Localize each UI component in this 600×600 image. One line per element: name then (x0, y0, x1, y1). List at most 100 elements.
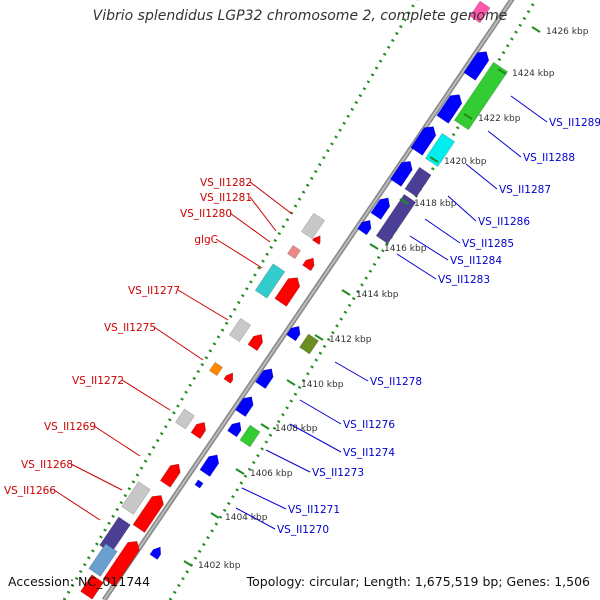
gene-right-6 (404, 166, 432, 198)
tick-mark-4 (286, 379, 296, 386)
map-title: Vibrio splendidus LGP32 chromosome 2, co… (92, 8, 508, 24)
gene-right-10-shape (286, 325, 301, 342)
gene-left-12-shape (159, 463, 181, 488)
leader-left-1 (249, 196, 277, 232)
gene-left-17 (102, 540, 140, 588)
leader-left-0 (249, 181, 293, 215)
gene-right-2 (436, 94, 463, 124)
gene-label-left-1: VS_II1281 (200, 192, 252, 204)
gene-label-left-2: VS_II1280 (180, 208, 232, 220)
topology-summary: Topology: circular; Length: 1,675,519 bp… (246, 574, 590, 589)
gene-right-13 (235, 396, 254, 418)
gene-right-9 (357, 219, 372, 236)
accession-text: Accession: NC_011744 (8, 574, 151, 589)
gene-left-8-shape (209, 361, 223, 377)
gene-right-14-shape (227, 421, 242, 438)
gene-label-left-4: VS_II1277 (128, 285, 180, 297)
gene-label-right-5: VS_II1284 (450, 255, 502, 267)
gene-left-14-shape (132, 495, 164, 533)
gene-label-left-8: VS_II1268 (21, 459, 73, 471)
gene-left-0 (301, 212, 325, 240)
gene-right-2-shape (436, 94, 463, 124)
leader-left-8 (70, 463, 123, 491)
gene-left-2-shape (302, 257, 315, 272)
gene-label-right-1: VS_II1288 (523, 152, 575, 164)
gene-label-right-0: VS_II1289 (549, 117, 600, 129)
gene-right-7-shape (370, 197, 391, 220)
gene-right-0-shape (463, 51, 490, 81)
leader-left-9 (53, 489, 101, 521)
leader-left-6 (121, 379, 171, 411)
gene-right-18-shape (194, 479, 204, 489)
tick-mark-8 (399, 198, 409, 205)
gene-right-17 (149, 546, 162, 560)
gene-label-right-8: VS_II1276 (343, 419, 395, 431)
gene-right-13-shape (235, 396, 254, 418)
gene-right-10 (286, 325, 301, 342)
tick-mark-7 (369, 243, 379, 250)
gene-left-1-shape (287, 244, 301, 260)
gene-left-0-shape (301, 212, 325, 240)
tick-label-6: 1414 kbp (356, 290, 399, 300)
gene-left-1 (287, 244, 301, 260)
gene-left-14 (132, 495, 164, 533)
gene-left-18 (80, 574, 104, 600)
leader-right-10 (265, 449, 311, 473)
gene-left-4-shape (254, 263, 286, 299)
leader-right-7 (334, 361, 369, 382)
gene-left-17-shape (102, 540, 140, 588)
tick-mark-3 (260, 423, 270, 430)
leader-left-4 (177, 289, 229, 321)
tick-mark-5 (314, 334, 324, 341)
gene-left-10 (175, 408, 195, 430)
gene-right-1 (453, 61, 509, 131)
tick-label-12: 1426 kbp (546, 27, 589, 37)
gene-left-3 (312, 235, 321, 245)
gene-right-15 (239, 424, 261, 448)
gene-label-right-7: VS_II1278 (370, 376, 422, 388)
gene-label-right-4: VS_II1285 (462, 238, 514, 250)
gene-left-6-shape (229, 317, 251, 343)
gene-left-5 (274, 277, 301, 307)
gene-right-14 (227, 421, 242, 438)
gene-left-18-shape (80, 574, 104, 600)
gene-right-15-shape (239, 424, 261, 448)
gene-left-19-shape (469, 0, 491, 24)
leader-right-0 (510, 95, 548, 123)
gene-right-9-shape (357, 219, 372, 236)
gene-right-12 (255, 368, 274, 390)
gene-right-8 (375, 193, 417, 245)
gene-right-1-shape (453, 61, 509, 131)
tick-mark-9 (429, 156, 439, 163)
gene-left-10-shape (175, 408, 195, 430)
gene-right-17-shape (149, 546, 162, 560)
tick-label-11: 1424 kbp (512, 69, 555, 79)
gene-right-16 (199, 454, 220, 477)
gene-right-8-shape (375, 193, 417, 245)
gene-right-6-shape (404, 166, 432, 198)
tick-label-8: 1418 kbp (414, 199, 457, 209)
gene-right-11 (299, 333, 319, 355)
leader-right-9 (289, 423, 342, 453)
gene-label-right-12: VS_II1270 (277, 524, 329, 536)
gene-label-left-5: VS_II1275 (104, 322, 156, 334)
gene-left-8 (209, 361, 223, 377)
gene-left-16 (88, 543, 118, 577)
leader-left-3 (215, 238, 263, 269)
tick-mark-11 (497, 68, 507, 75)
leader-left-7 (93, 425, 141, 457)
leader-right-4 (424, 218, 461, 244)
gene-left-13-shape (121, 481, 151, 515)
gene-left-3-shape (312, 235, 321, 245)
gene-left-5-shape (274, 277, 301, 307)
tick-label-9: 1420 kbp (444, 157, 487, 167)
tick-label-10: 1422 kbp (478, 114, 521, 124)
leader-right-5 (409, 235, 449, 261)
tick-mark-12 (531, 26, 541, 33)
gene-label-right-2: VS_II1287 (499, 184, 551, 196)
leader-right-2 (465, 163, 498, 190)
gene-label-right-9: VS_II1274 (343, 447, 395, 459)
tick-label-3: 1408 kbp (275, 424, 318, 434)
